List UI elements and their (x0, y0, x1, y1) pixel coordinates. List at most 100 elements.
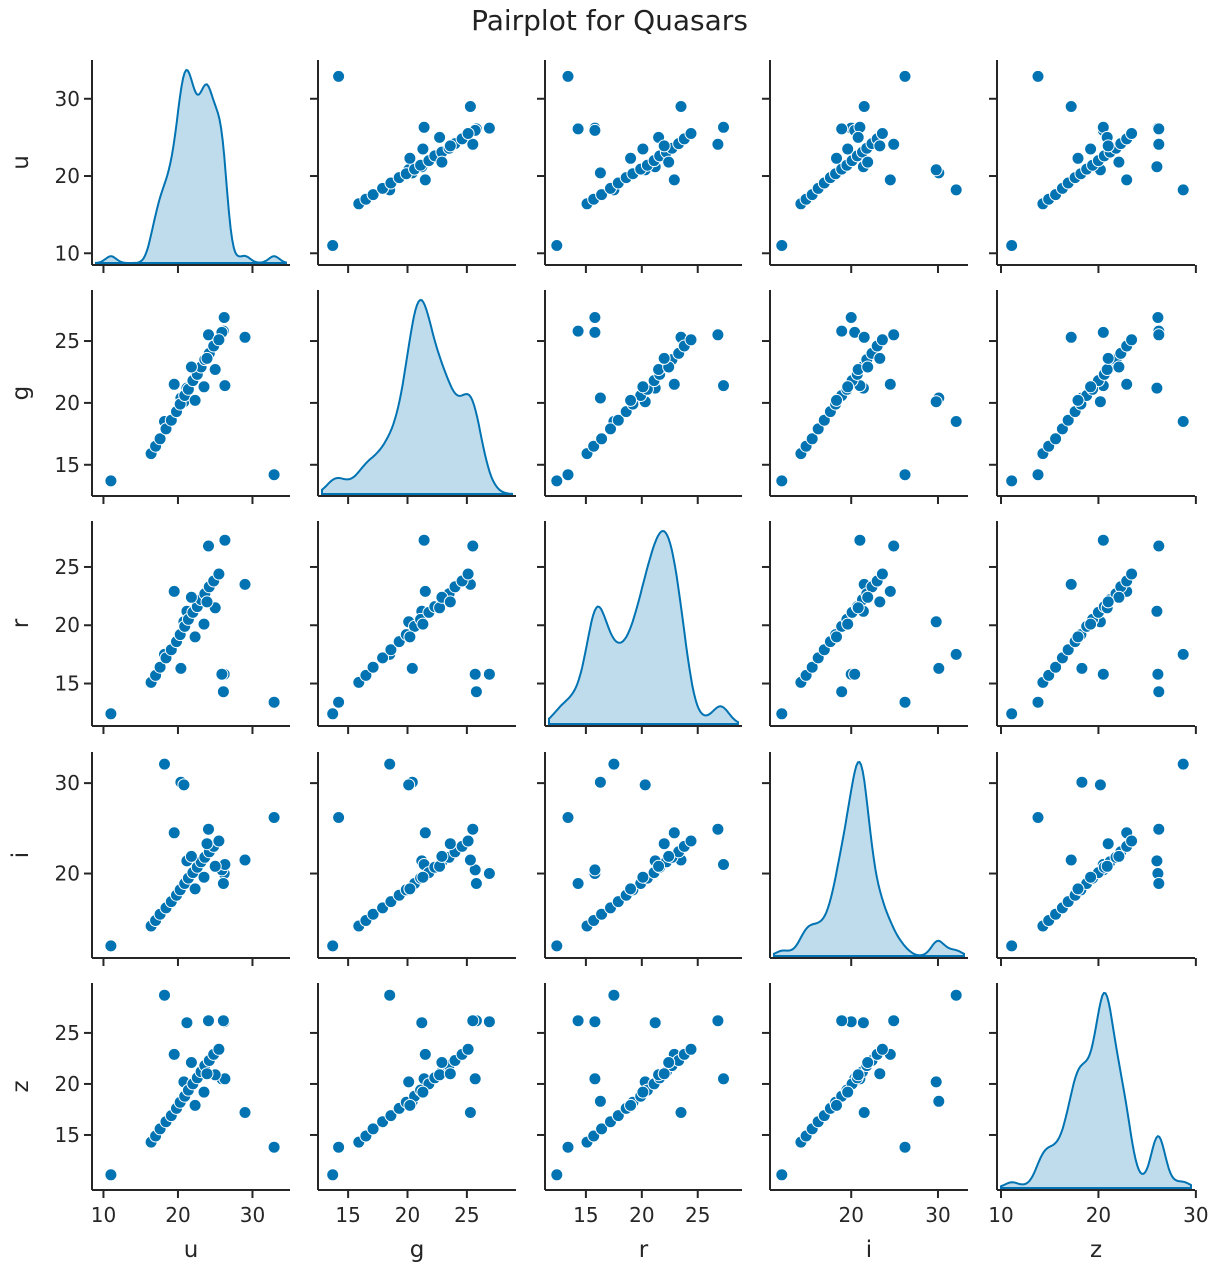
scatter-point (1112, 360, 1126, 374)
scatter-point (624, 882, 638, 896)
scatter-point (177, 778, 191, 792)
scatter-point (841, 380, 855, 394)
scatter-point (212, 333, 226, 347)
scatter-point (1100, 859, 1114, 873)
scatter-point (167, 826, 181, 840)
scatter-point (883, 173, 897, 187)
scatter-point (1031, 811, 1045, 824)
scatter-point (711, 1014, 725, 1028)
scatter-point (184, 1056, 198, 1069)
scatter-point (1084, 617, 1098, 631)
scatter-point (861, 360, 875, 374)
scatter-point (595, 1122, 609, 1136)
panel-i-vs-z (989, 752, 1197, 966)
scatter-point (216, 1014, 230, 1028)
scatter-point (875, 333, 889, 347)
scatter-point (238, 330, 252, 344)
panel-u-vs-g (310, 60, 516, 273)
scatter-point (604, 422, 617, 436)
scatter-point (1042, 668, 1056, 682)
scatter-point (212, 834, 226, 848)
y-tick-label: 20 (55, 1072, 80, 1096)
x-axis-label-i: i (866, 1237, 872, 1263)
scatter-point (657, 139, 671, 153)
scatter-point (1096, 533, 1110, 547)
scatter-point (873, 595, 887, 609)
scatter-point (217, 311, 231, 324)
scatter-point (636, 870, 650, 884)
scatter-point (805, 432, 819, 446)
scatter-point (662, 1056, 676, 1069)
scatter-point (482, 667, 496, 681)
scatter-point (929, 163, 943, 177)
scatter-point (667, 826, 681, 840)
scatter-point (857, 100, 871, 113)
scatter-point (416, 617, 430, 631)
scatter-point (202, 328, 215, 342)
scatter-point (652, 859, 666, 873)
scatter-point (267, 1140, 281, 1154)
scatter-point (215, 667, 229, 681)
x-axis-label-u: u (184, 1237, 199, 1263)
chart-title: Pairplot for Quasars (471, 4, 748, 37)
scatter-point (468, 1072, 482, 1086)
scatter-point (775, 239, 789, 252)
scatter-point (1084, 380, 1098, 394)
scatter-point (200, 837, 214, 851)
scatter-point (405, 661, 419, 675)
scatter-point (898, 468, 912, 482)
x-axis-label-r: r (639, 1237, 649, 1263)
scatter-point (184, 849, 198, 863)
scatter-point (443, 595, 457, 609)
y-tick-label: 20 (55, 164, 80, 188)
scatter-point (851, 601, 865, 615)
scatter-point (1071, 393, 1085, 407)
scatter-point (332, 69, 346, 83)
scatter-point (636, 380, 650, 394)
scatter-point (607, 757, 621, 771)
scatter-point (873, 351, 887, 365)
panel-u-vs-u: 10 20 30 (55, 60, 290, 273)
scatter-point (657, 1067, 671, 1081)
scatter-point (624, 151, 638, 165)
scatter-point (835, 685, 849, 699)
x-tick-label: 20 (1086, 1203, 1111, 1227)
scatter-point (1084, 870, 1098, 884)
scatter-point (1064, 100, 1078, 113)
scatter-point (861, 155, 875, 169)
scatter-point (267, 468, 281, 482)
panel-z-vs-z: 10 20 30 (988, 983, 1209, 1227)
y-axis-label-r: r (8, 618, 34, 628)
scatter-point (366, 660, 380, 674)
y-tick-label: 15 (55, 453, 80, 477)
scatter-point (875, 567, 889, 581)
panel-g-vs-r (537, 290, 742, 504)
scatter-point (202, 539, 215, 553)
scatter-point (1120, 173, 1134, 187)
scatter-point (775, 1168, 789, 1182)
scatter-point (1005, 707, 1019, 721)
scatter-point (1096, 667, 1110, 681)
y-tick-label: 30 (55, 771, 80, 795)
scatter-point (376, 651, 390, 665)
scatter-point (657, 351, 671, 365)
panel-u-vs-i (762, 60, 968, 273)
scatter-point (1005, 939, 1019, 953)
scatter-point (684, 1042, 698, 1056)
scatter-point (359, 668, 373, 682)
x-tick-label: 20 (629, 1203, 654, 1227)
scatter-point (684, 834, 698, 848)
scatter-point (1176, 647, 1190, 661)
panel-r-vs-r (537, 521, 742, 734)
scatter-point (188, 393, 202, 407)
scatter-point (1031, 468, 1045, 482)
scatter-point (595, 432, 609, 446)
scatter-point (588, 311, 602, 324)
panel-g-vs-g (310, 290, 516, 504)
scatter-point (844, 311, 858, 324)
scatter-point (848, 667, 862, 681)
scatter-point (887, 328, 901, 342)
scatter-point (593, 391, 607, 405)
scatter-point (883, 584, 897, 598)
